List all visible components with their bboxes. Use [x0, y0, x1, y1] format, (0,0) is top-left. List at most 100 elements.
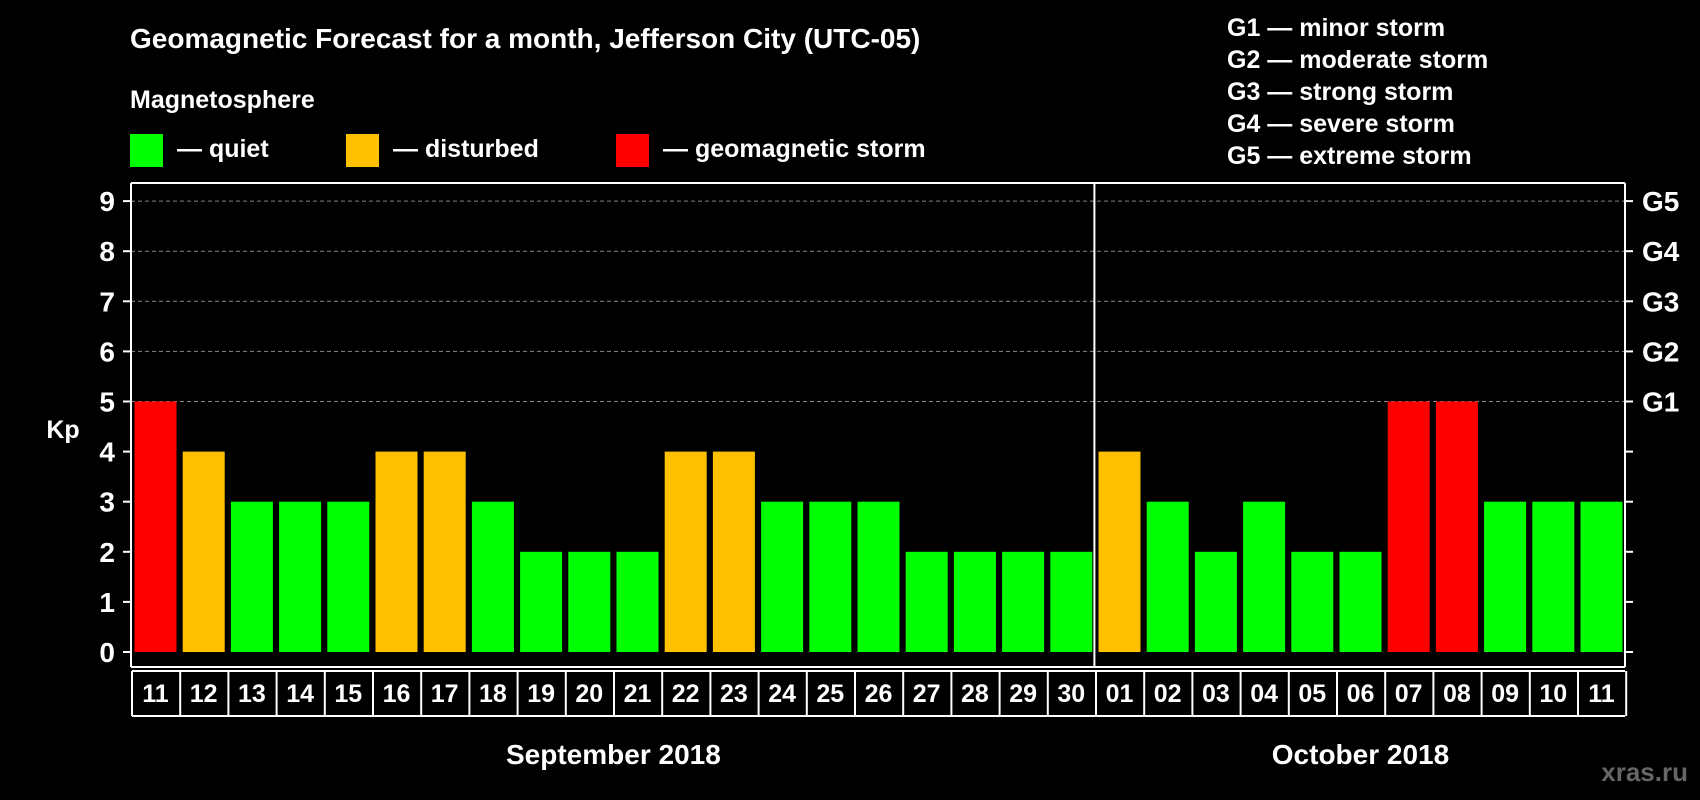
- legend-swatch-storm: [616, 134, 649, 167]
- day-label-10: 21: [624, 680, 652, 708]
- watermark: xras.ru: [1601, 757, 1688, 787]
- day-label-4: 15: [334, 680, 362, 708]
- bar-16: [905, 551, 948, 652]
- y-axis-label: Kp: [46, 416, 79, 444]
- day-label-8: 19: [527, 680, 555, 708]
- bar-11: [664, 451, 707, 652]
- day-label-22: 03: [1202, 680, 1230, 708]
- storm-scale-g4: G4 — severe storm: [1227, 110, 1455, 138]
- day-label-17: 28: [961, 680, 989, 708]
- y-tick-label-9: 9: [99, 186, 115, 217]
- bar-17: [953, 551, 996, 652]
- bar-21: [1146, 501, 1189, 652]
- day-label-16: 27: [913, 680, 941, 708]
- storm-scale-g3: G3 — strong storm: [1227, 78, 1453, 106]
- right-axis-label-g3: G3: [1642, 286, 1679, 317]
- y-tick-label-2: 2: [99, 537, 115, 568]
- grid-lines: [131, 200, 1625, 402]
- bar-27: [1435, 401, 1478, 652]
- storm-scale-g1: G1 — minor storm: [1227, 14, 1445, 42]
- day-label-18: 29: [1009, 680, 1037, 708]
- y-tick-label-4: 4: [99, 437, 115, 468]
- day-label-2: 13: [238, 680, 266, 708]
- bar-3: [279, 501, 322, 652]
- y-tick-label-7: 7: [99, 286, 115, 317]
- day-label-1: 12: [190, 680, 218, 708]
- bar-18: [1002, 551, 1045, 652]
- day-label-21: 02: [1154, 680, 1182, 708]
- bar-5: [375, 451, 418, 652]
- legend-swatch-quiet: [130, 134, 163, 167]
- bar-9: [568, 551, 611, 652]
- day-label-9: 20: [575, 680, 603, 708]
- legend-label-disturbed: — disturbed: [393, 135, 539, 163]
- bar-25: [1339, 551, 1382, 652]
- legend-label-quiet: — quiet: [177, 135, 269, 163]
- day-label-0: 11: [142, 680, 169, 708]
- day-label-23: 04: [1250, 680, 1278, 708]
- bar-2: [230, 501, 273, 652]
- bars: [134, 401, 1623, 652]
- bar-10: [616, 551, 659, 652]
- bar-13: [761, 501, 804, 652]
- day-label-25: 06: [1347, 680, 1375, 708]
- bar-22: [1194, 551, 1237, 652]
- bar-15: [857, 501, 900, 652]
- day-label-28: 09: [1491, 680, 1519, 708]
- day-label-27: 08: [1443, 680, 1471, 708]
- bar-28: [1484, 501, 1527, 652]
- day-label-24: 05: [1298, 680, 1326, 708]
- storm-scale-g2: G2 — moderate storm: [1227, 46, 1488, 74]
- bar-0: [134, 401, 177, 652]
- right-axis-label-g5: G5: [1642, 186, 1679, 217]
- bar-7: [471, 501, 514, 652]
- bar-6: [423, 451, 466, 652]
- legend-label-storm: — geomagnetic storm: [663, 135, 926, 163]
- y-tick-label-3: 3: [99, 487, 115, 518]
- month-labels: September 2018 October 2018: [506, 739, 1449, 770]
- right-axis-label-g1: G1: [1642, 387, 1679, 418]
- bar-8: [520, 551, 563, 652]
- day-label-26: 07: [1395, 680, 1423, 708]
- day-labels: 11 12 13 14 15 16 17 18 19 20 21 22 23 24 25 26 27 28 29 30…: [131, 670, 1628, 717]
- day-label-13: 24: [768, 680, 796, 708]
- storm-scale-g5: G5 — extreme storm: [1227, 142, 1472, 170]
- day-label-19: 30: [1057, 680, 1085, 708]
- y-tick-label-5: 5: [99, 387, 115, 418]
- day-label-5: 16: [383, 680, 411, 708]
- axis-ticks: 0 1 2 3 4 5 6 7 8 9 G1 G2 G3 G4 G5: [99, 186, 1679, 668]
- y-tick-label-8: 8: [99, 236, 115, 267]
- day-label-30: 11: [1588, 680, 1615, 708]
- bar-1: [182, 451, 225, 652]
- day-label-14: 25: [816, 680, 844, 708]
- day-label-3: 14: [286, 680, 314, 708]
- bar-19: [1050, 551, 1093, 652]
- legend-heading: Magnetosphere: [130, 86, 315, 114]
- day-label-20: 01: [1106, 680, 1134, 708]
- right-axis-label-g4: G4: [1642, 236, 1680, 267]
- bar-12: [712, 451, 755, 652]
- axes: [130, 182, 1626, 668]
- bar-24: [1291, 551, 1334, 652]
- day-label-11: 22: [672, 680, 700, 708]
- y-tick-label-1: 1: [99, 587, 115, 618]
- chart-title: Geomagnetic Forecast for a month, Jeffer…: [130, 23, 920, 54]
- legend-swatch-disturbed: [346, 134, 379, 167]
- day-label-7: 18: [479, 680, 507, 708]
- day-label-6: 17: [431, 680, 459, 708]
- month-label-1: October 2018: [1272, 739, 1449, 770]
- right-axis-label-g2: G2: [1642, 336, 1679, 367]
- month-label-0: September 2018: [506, 739, 721, 770]
- bar-14: [809, 501, 852, 652]
- bar-29: [1532, 501, 1575, 652]
- y-tick-label-0: 0: [99, 637, 115, 668]
- bar-26: [1387, 401, 1430, 652]
- day-label-12: 23: [720, 680, 748, 708]
- day-label-15: 26: [865, 680, 893, 708]
- bar-4: [327, 501, 370, 652]
- bar-20: [1098, 451, 1141, 652]
- bar-30: [1580, 501, 1623, 652]
- day-label-29: 10: [1539, 680, 1567, 708]
- y-tick-label-6: 6: [99, 336, 115, 367]
